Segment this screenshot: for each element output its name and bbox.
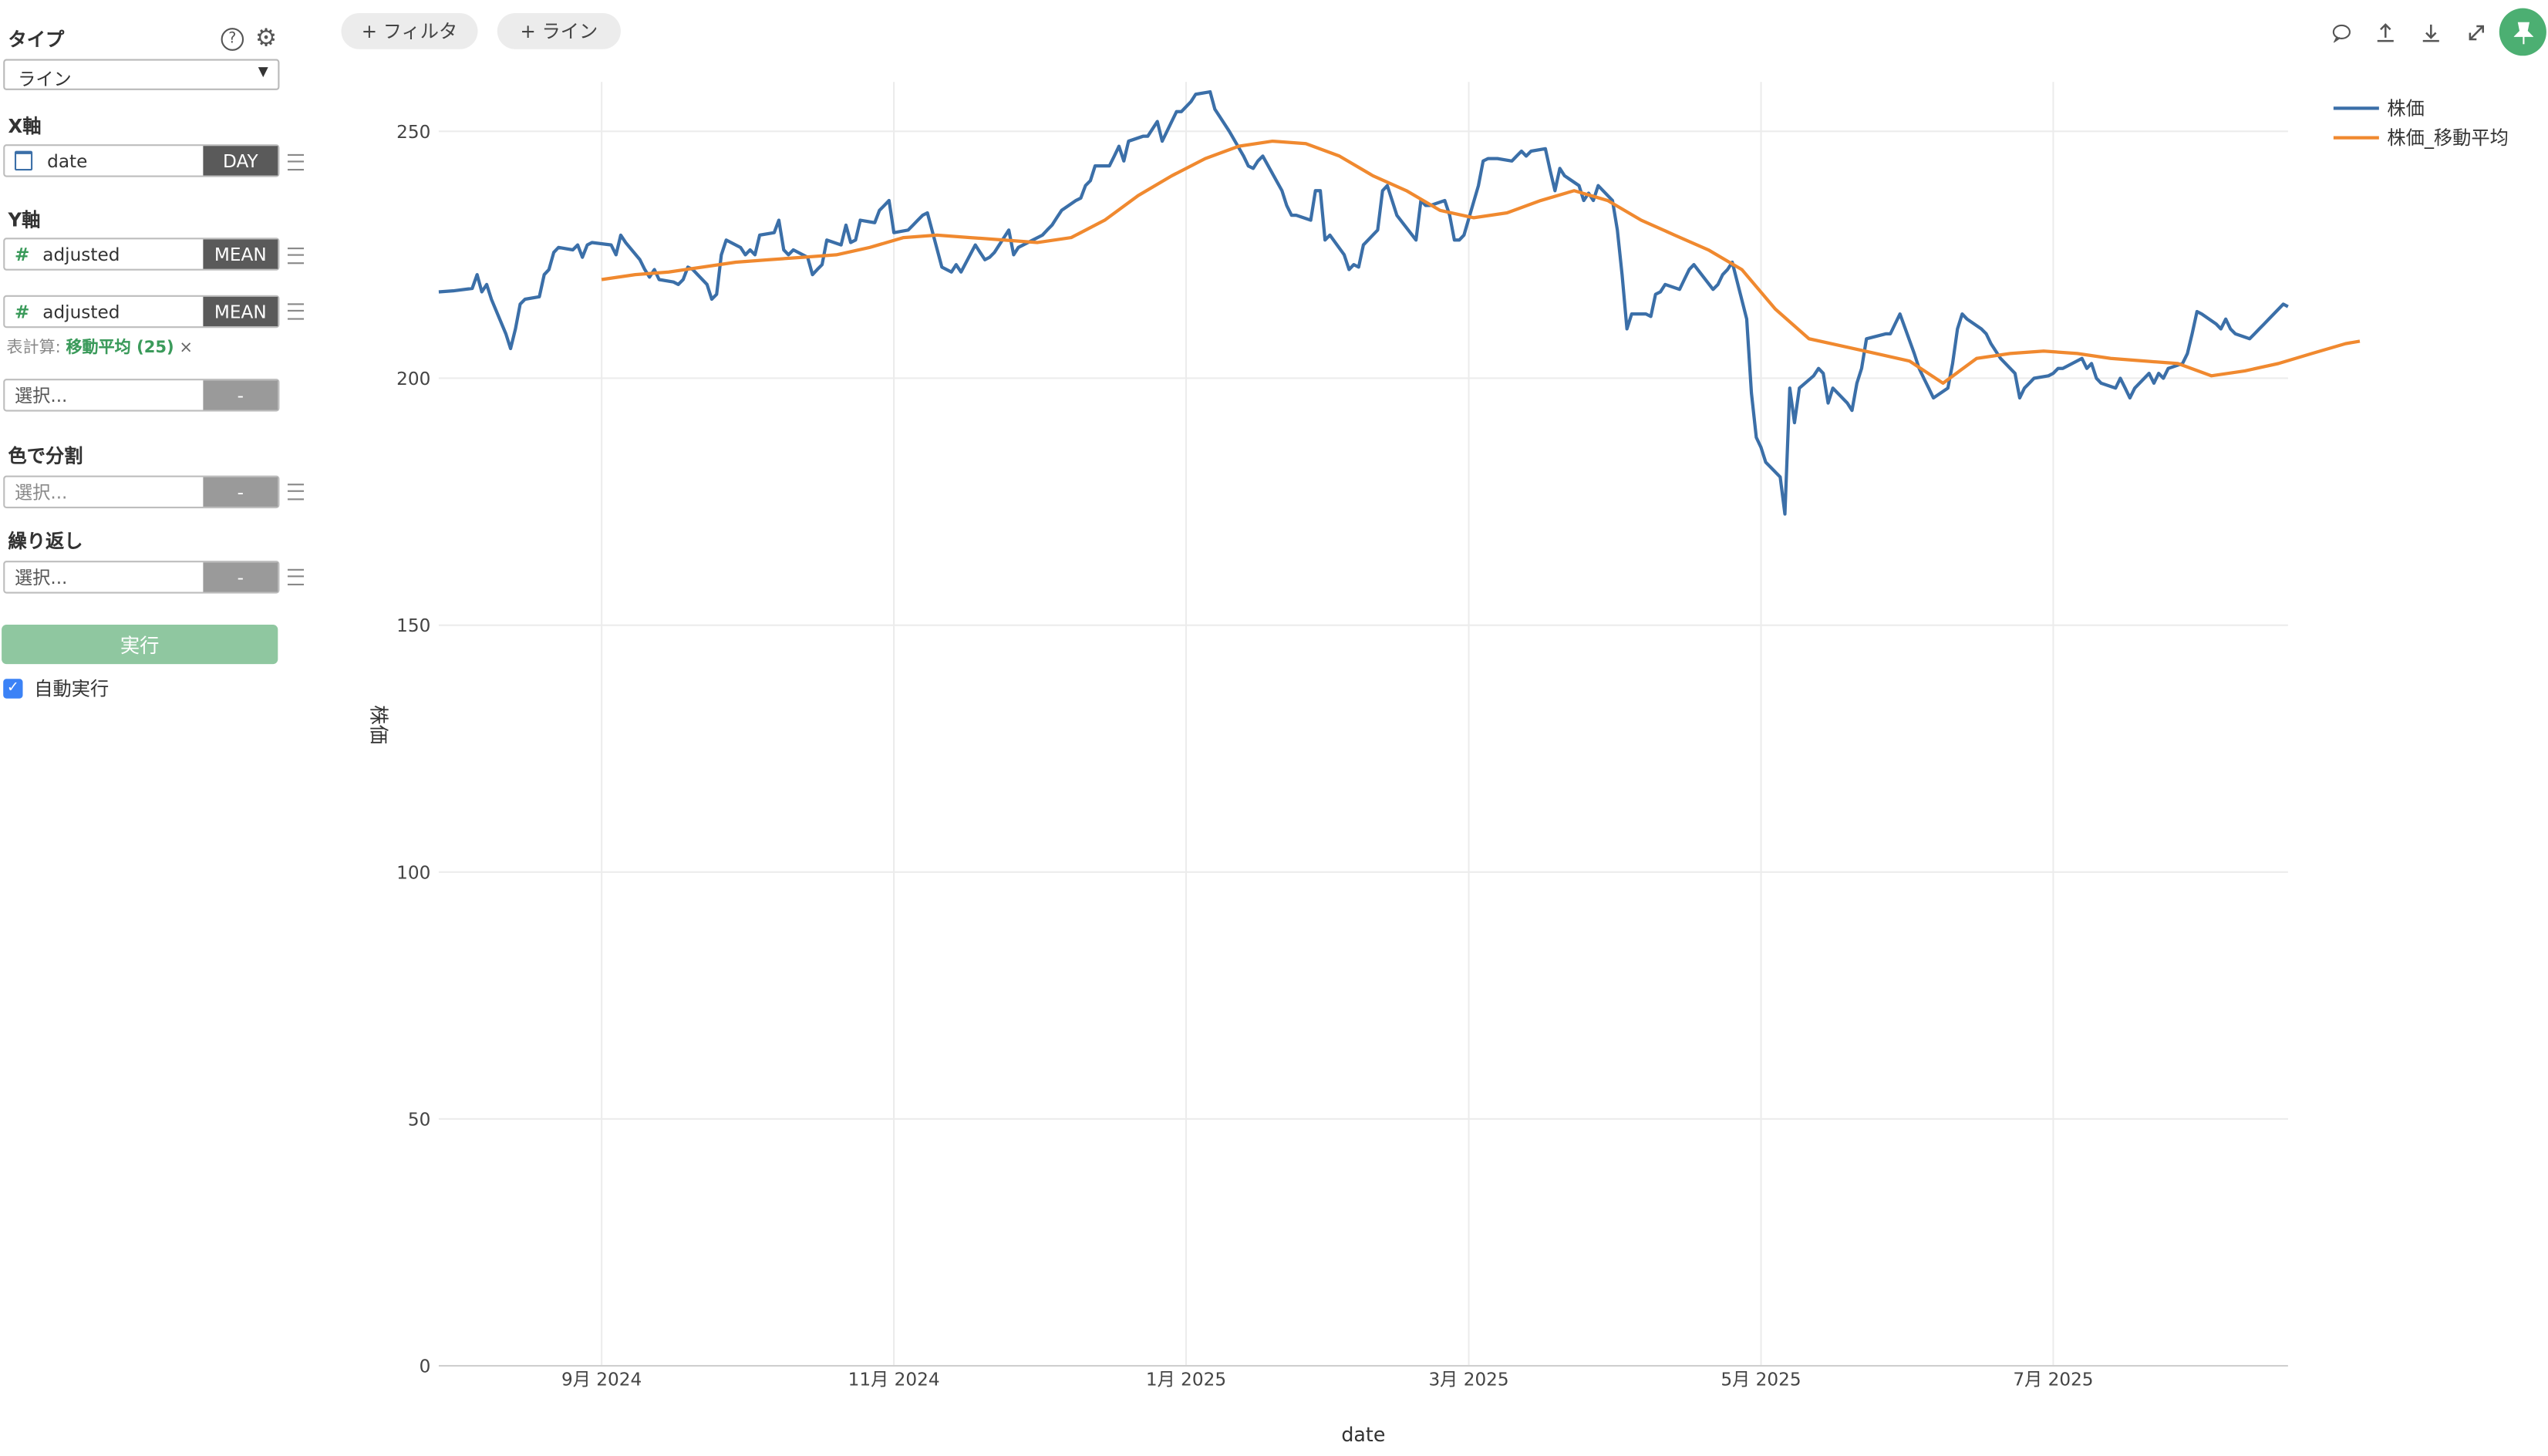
x-agg-button[interactable]: DAY [203, 146, 278, 176]
x-tick-label: 3月 2025 [1428, 1369, 1508, 1390]
upload-icon[interactable] [2372, 20, 2398, 46]
color-split-label: 色で分割 [8, 444, 83, 467]
y-tick-label: 0 [420, 1356, 431, 1377]
xaxis-label: X軸 [8, 114, 42, 138]
help-icon[interactable]: ? [221, 28, 244, 51]
chart-type-select[interactable]: ライン ▼ [3, 59, 280, 90]
series-line-1 [438, 89, 2289, 516]
y2-field-name: adjusted [42, 301, 120, 322]
table-calc-prefix: 表計算: [6, 339, 61, 358]
x-tick-label: 1月 2025 [1146, 1369, 1226, 1390]
y-tick-label: 250 [396, 122, 430, 143]
x-tick-label: 5月 2025 [1721, 1369, 1801, 1390]
calendar-icon [14, 150, 33, 171]
y3-placeholder: 選択... [14, 385, 68, 407]
color-split-field[interactable]: 選択... - [3, 475, 280, 509]
y3-agg-button[interactable]: - [203, 380, 278, 410]
y3-field[interactable]: 選択... - [3, 379, 280, 412]
repeat-menu-icon[interactable] [287, 568, 305, 586]
legend-label: 株価_移動平均 [2387, 126, 2508, 149]
y2-agg-button[interactable]: MEAN [203, 296, 278, 327]
series-line-2 [601, 139, 2361, 386]
pin-button[interactable] [2499, 8, 2546, 56]
repeat-label: 繰り返し [8, 529, 83, 553]
x-menu-icon[interactable] [287, 153, 305, 171]
repeat-field[interactable]: 選択... - [3, 561, 280, 594]
x-tick-label: 7月 2025 [2013, 1369, 2093, 1390]
y-tick-label: 200 [396, 369, 430, 389]
x-field-name: date [47, 150, 88, 172]
repeat-placeholder: 選択... [14, 567, 68, 589]
x-field[interactable]: date DAY [3, 144, 280, 177]
y-axis-label: 株価 [368, 705, 391, 744]
legend-label: 株価 [2387, 97, 2424, 120]
y1-field-name: adjusted [42, 243, 120, 265]
x-tick-label: 9月 2024 [561, 1369, 642, 1390]
pin-icon [2513, 21, 2533, 44]
x-axis-label: date [1341, 1423, 1385, 1446]
y1-field[interactable]: # adjusted MEAN [3, 238, 280, 271]
auto-run-checkbox[interactable]: ✓ [3, 679, 23, 699]
hash-icon: # [14, 301, 30, 322]
table-calc-remove-icon[interactable]: × [179, 339, 194, 358]
chevron-down-icon: ▼ [258, 63, 268, 79]
table-calc: 表計算: 移動平均 (25) × [6, 333, 194, 358]
x-tick-label: 11月 2024 [848, 1369, 940, 1390]
run-button[interactable]: 実行 [2, 625, 278, 665]
add-filter-button[interactable]: + フィルタ [341, 13, 478, 49]
download-icon[interactable] [2418, 20, 2444, 46]
expand-icon[interactable] [2463, 20, 2489, 46]
y2-menu-icon[interactable] [287, 303, 305, 320]
color-split-agg-button[interactable]: - [203, 477, 278, 507]
y-tick-label: 50 [408, 1109, 430, 1130]
table-calc-value[interactable]: 移動平均 (25) [66, 339, 174, 358]
y-tick-label: 150 [396, 615, 430, 636]
auto-run-label: 自動実行 [34, 677, 110, 700]
add-line-button[interactable]: + ライン [497, 13, 621, 49]
yaxis-label: Y軸 [8, 208, 41, 231]
chart-type-value: ライン [18, 69, 72, 90]
type-label: タイプ [8, 28, 65, 51]
hash-icon: # [14, 243, 30, 265]
y1-agg-button[interactable]: MEAN [203, 239, 278, 269]
color-split-placeholder: 選択... [14, 482, 68, 504]
y2-field[interactable]: # adjusted MEAN [3, 295, 280, 329]
y1-menu-icon[interactable] [287, 248, 305, 265]
y-tick-label: 100 [396, 862, 430, 883]
repeat-agg-button[interactable]: - [203, 562, 278, 592]
gear-icon[interactable]: ⚙ [254, 22, 278, 53]
comment-icon[interactable] [2329, 20, 2355, 46]
color-split-menu-icon[interactable] [287, 484, 305, 501]
